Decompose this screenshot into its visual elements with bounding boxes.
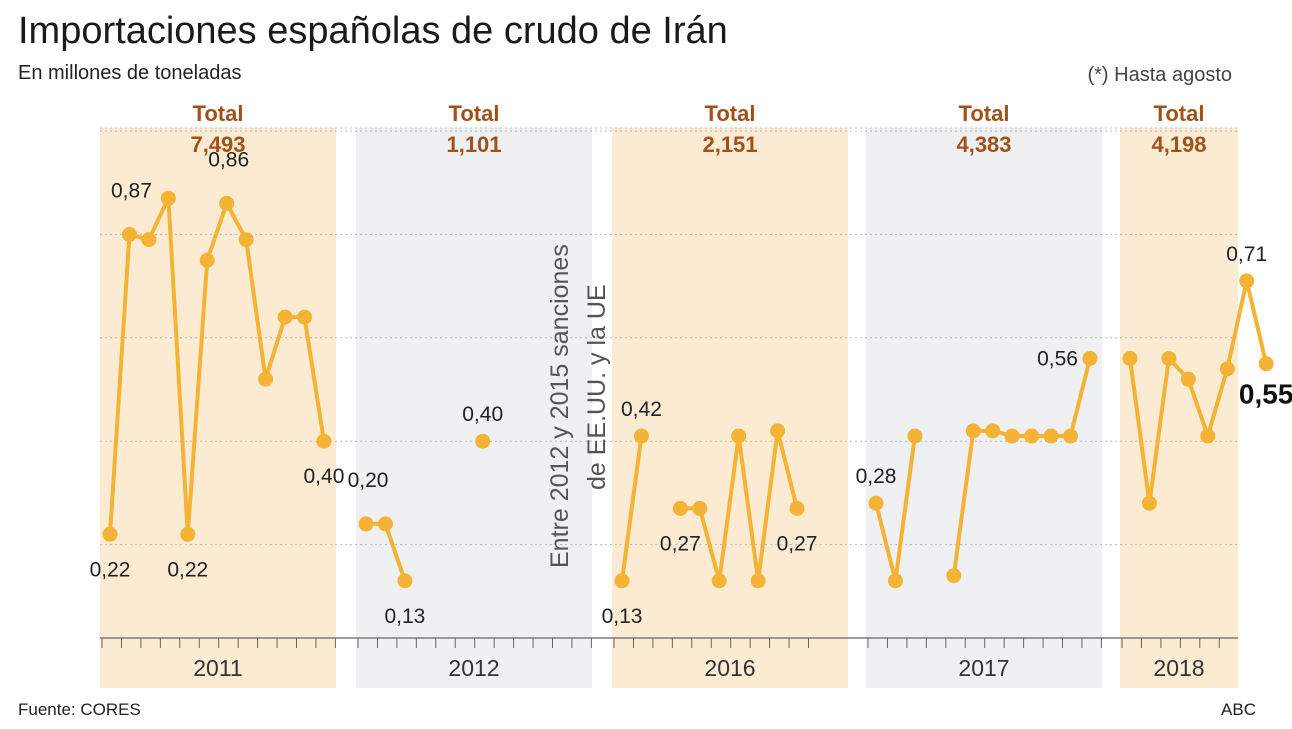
data-point-2011 bbox=[238, 232, 254, 248]
data-point-2012 bbox=[397, 573, 413, 589]
data-point-2011 bbox=[258, 371, 274, 387]
data-point-2017 bbox=[887, 573, 903, 589]
total-value-2018: 4,198 bbox=[1151, 132, 1206, 157]
data-point-2017 bbox=[1082, 350, 1098, 366]
data-label: 0,71 bbox=[1226, 243, 1267, 266]
data-point-2012 bbox=[377, 516, 393, 532]
data-point-2017 bbox=[965, 423, 981, 439]
data-point-2011 bbox=[141, 232, 157, 248]
data-point-2017 bbox=[1043, 428, 1059, 444]
year-band-2011 bbox=[100, 128, 336, 688]
data-point-2011 bbox=[297, 309, 312, 325]
data-point-2016 bbox=[711, 573, 727, 589]
data-point-2011 bbox=[219, 195, 235, 211]
data-label: 0,13 bbox=[602, 605, 643, 628]
data-label: 0,28 bbox=[856, 465, 897, 488]
series-points bbox=[102, 190, 1274, 589]
total-value-2017: 4,383 bbox=[956, 132, 1011, 157]
data-point-2018 bbox=[1161, 350, 1177, 366]
data-point-2011 bbox=[277, 309, 293, 325]
total-label-2012: Total bbox=[449, 101, 500, 126]
chart-title: Importaciones españolas de crudo de Irán bbox=[18, 10, 728, 52]
chart-subtitle: En millones de toneladas bbox=[18, 62, 242, 84]
data-point-2018 bbox=[1141, 495, 1157, 511]
data-point-2012 bbox=[475, 433, 491, 449]
source-label: Fuente: CORES bbox=[18, 700, 141, 719]
data-point-2017 bbox=[946, 568, 962, 584]
data-point-2016 bbox=[789, 500, 805, 516]
year-label-2016: 2016 bbox=[704, 655, 755, 681]
total-value-2011: 7,493 bbox=[190, 132, 245, 157]
data-label: 0,40 bbox=[304, 465, 345, 488]
year-label-2017: 2017 bbox=[958, 655, 1009, 681]
data-point-2018 bbox=[1239, 273, 1255, 289]
data-point-2016 bbox=[692, 500, 708, 516]
data-label: 0,55 bbox=[1239, 379, 1292, 410]
sanctions-annotation-line1: Entre 2012 y 2015 sanciones bbox=[546, 244, 574, 568]
year-band-2018 bbox=[1120, 128, 1238, 688]
data-label: 0,42 bbox=[621, 398, 662, 421]
data-label: 0,27 bbox=[777, 532, 818, 555]
credit-label: ABC bbox=[1221, 700, 1256, 719]
total-value-2012: 1,101 bbox=[446, 132, 501, 157]
data-point-2016 bbox=[731, 428, 747, 444]
footnote-note: (*) Hasta agosto bbox=[1087, 64, 1232, 86]
data-point-2017 bbox=[1063, 428, 1078, 444]
total-label-2018: Total bbox=[1154, 101, 1205, 126]
data-point-2017 bbox=[1024, 428, 1040, 444]
data-label: 0,40 bbox=[462, 403, 503, 426]
data-point-2018 bbox=[1219, 361, 1235, 377]
year-band-2012 bbox=[356, 128, 592, 688]
data-point-2011 bbox=[121, 226, 137, 242]
data-labels: 0,220,870,220,860,40 0,200,130,400,130,42… bbox=[90, 148, 1292, 627]
series-line-2016 bbox=[620, 435, 644, 582]
data-label: 0,22 bbox=[90, 558, 131, 581]
data-point-2017 bbox=[907, 428, 923, 444]
data-label: 0,22 bbox=[167, 558, 208, 581]
year-label-2018: 2018 bbox=[1153, 655, 1204, 681]
year-band-2016 bbox=[612, 128, 848, 688]
data-point-2011 bbox=[160, 190, 176, 206]
year-totals: Total 7,493 Total 1,101 Total 2,151 Total 4,383… bbox=[190, 101, 1206, 157]
data-point-2011 bbox=[102, 526, 118, 542]
x-axis: 2011 2012 2016 2017 2018 bbox=[100, 637, 1238, 681]
total-label-2017: Total bbox=[959, 101, 1010, 126]
data-point-2011 bbox=[199, 252, 215, 268]
data-label: 0,86 bbox=[208, 148, 249, 171]
data-label: 0,27 bbox=[660, 532, 701, 555]
year-label-2011: 2011 bbox=[193, 655, 242, 681]
year-label-2012: 2012 bbox=[448, 655, 499, 681]
data-point-2016 bbox=[633, 428, 649, 444]
data-label: 0,87 bbox=[111, 179, 152, 202]
data-point-2016 bbox=[672, 500, 688, 516]
year-band-2017 bbox=[866, 128, 1102, 688]
data-point-2018 bbox=[1258, 356, 1274, 372]
data-point-2017 bbox=[985, 423, 1001, 439]
series-line-2018 bbox=[1128, 278, 1269, 506]
data-point-2017 bbox=[868, 495, 884, 511]
data-point-2011 bbox=[316, 433, 332, 449]
total-value-2016: 2,151 bbox=[702, 132, 757, 157]
data-point-2012 bbox=[358, 516, 374, 532]
data-point-2016 bbox=[750, 573, 766, 589]
data-label: 0,20 bbox=[348, 469, 389, 492]
data-point-2016 bbox=[614, 573, 630, 589]
data-label: 0,13 bbox=[384, 605, 425, 628]
sanctions-annotation-line2: de EE.UU. y la UE bbox=[583, 284, 611, 490]
data-point-2018 bbox=[1180, 371, 1196, 387]
total-label-2016: Total bbox=[705, 101, 756, 126]
data-point-2018 bbox=[1200, 428, 1216, 444]
data-point-2016 bbox=[770, 423, 786, 439]
data-point-2011 bbox=[180, 526, 196, 542]
data-point-2017 bbox=[1004, 428, 1020, 444]
data-label: 0,56 bbox=[1037, 347, 1078, 370]
year-bands bbox=[100, 128, 1238, 688]
data-point-2018 bbox=[1122, 350, 1138, 366]
total-label-2011: Total bbox=[193, 101, 244, 126]
